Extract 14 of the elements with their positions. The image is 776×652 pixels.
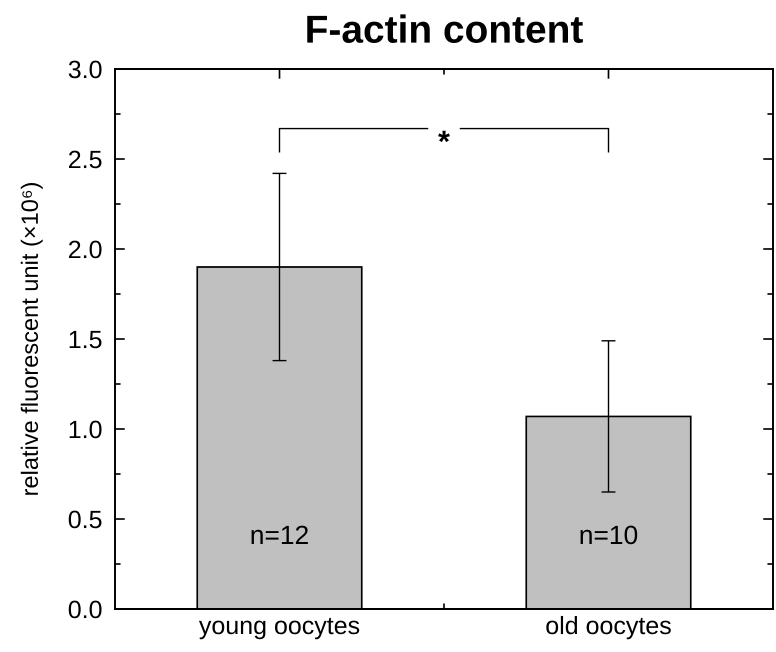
y-tick-label: 2.5 [69, 150, 102, 168]
y-tick-label: 0.5 [68, 510, 102, 528]
y-axis-title: relative fluorescent unit (×10⁶) [20, 183, 43, 495]
y-tick-label: 2.0 [69, 240, 102, 258]
y-tick-label: 1.5 [70, 330, 102, 348]
x-tick-label: young oocytes [198, 618, 360, 640]
y-tick-label: 3.0 [68, 60, 102, 78]
x-tick-label: old oocytes [546, 616, 671, 640]
annotation: n=10 [580, 526, 638, 544]
y-tick-label: 0.0 [68, 600, 102, 618]
y-tick-label: 1.0 [70, 420, 102, 438]
annotation: n=12 [252, 526, 308, 544]
annotation: * [438, 130, 450, 142]
chart-title: F-actin content [307, 14, 583, 43]
